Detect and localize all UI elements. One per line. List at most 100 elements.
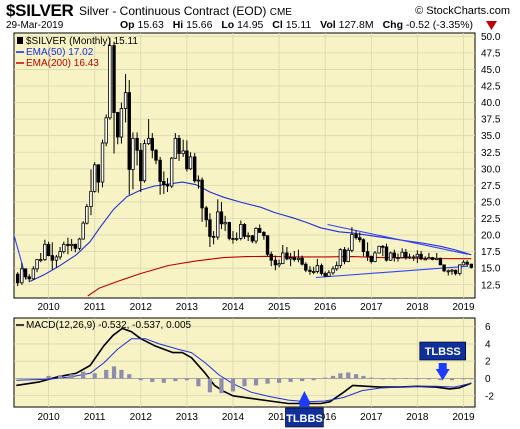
candle xyxy=(43,239,47,261)
macd-histogram-bar xyxy=(58,375,63,379)
macd-x-tick-label: 2014 xyxy=(222,412,245,423)
candle xyxy=(31,266,36,281)
candle xyxy=(85,203,89,225)
candle-body xyxy=(23,268,28,278)
macd-histogram-bar xyxy=(46,375,51,379)
candle xyxy=(150,133,154,159)
macd-histogram-bar xyxy=(415,378,420,380)
candle xyxy=(277,259,281,268)
chart-header: $SILVER Silver - Continuous Contract (EO… xyxy=(0,0,520,34)
up-arrow-icon xyxy=(298,391,311,403)
down-triangle-icon xyxy=(486,21,497,30)
macd-histogram-bar xyxy=(173,378,178,382)
candle xyxy=(396,253,400,262)
candle xyxy=(127,80,131,195)
candle xyxy=(442,264,446,273)
candle-body xyxy=(150,137,154,151)
macd-panel xyxy=(13,317,476,408)
price-y-tick-label: 47.5 xyxy=(481,48,501,59)
candle-body xyxy=(407,256,412,259)
macd-histogram-bar xyxy=(196,378,201,387)
candle-body xyxy=(204,207,208,221)
candle-body xyxy=(73,243,78,249)
macd-legend-entry: MACD(12,26,9) -0.532, -0.537, 0.005 xyxy=(26,320,192,331)
candle-body xyxy=(450,269,454,272)
price-y-tick-label: 35.0 xyxy=(481,131,501,142)
candle xyxy=(288,252,293,267)
candle xyxy=(273,255,278,271)
candle xyxy=(216,199,220,240)
candle xyxy=(381,245,385,257)
candle xyxy=(453,269,458,276)
candle-body xyxy=(31,268,36,280)
description-text: Silver - Continuous Contract (EOD) xyxy=(79,4,267,18)
low-label: Lo xyxy=(221,19,235,31)
macd-histogram-bar xyxy=(361,375,366,379)
candle xyxy=(223,215,227,232)
price-y-tick-label: 27.5 xyxy=(481,181,501,192)
candle xyxy=(419,250,423,261)
candle-body xyxy=(442,264,446,272)
candle-body xyxy=(446,270,450,273)
price-y-tick-label: 42.5 xyxy=(481,82,501,93)
candle-body xyxy=(331,268,335,274)
candle xyxy=(334,261,339,271)
candle xyxy=(450,268,454,275)
candle xyxy=(39,252,43,263)
candle-body xyxy=(458,264,462,274)
candle-body xyxy=(162,180,166,186)
candle-body xyxy=(453,269,458,274)
candle-body xyxy=(308,269,312,272)
candle xyxy=(435,252,439,261)
candle-body xyxy=(54,256,59,261)
price-y-tick-label: 22.5 xyxy=(481,214,501,225)
price-y-tick-label: 17.5 xyxy=(481,247,501,258)
macd-histogram-bar xyxy=(311,378,316,381)
candle-body xyxy=(258,228,262,233)
candle xyxy=(392,249,397,262)
candle-body xyxy=(311,271,316,273)
candle-body xyxy=(400,251,404,258)
candle xyxy=(369,255,373,264)
candle xyxy=(116,111,120,145)
macd-histogram-bar xyxy=(353,374,359,379)
candle-body xyxy=(46,243,51,256)
macd-histogram-bar xyxy=(323,377,328,379)
candle xyxy=(89,169,93,216)
macd-histogram-bar xyxy=(111,366,117,379)
candle xyxy=(400,248,404,259)
candle-body xyxy=(377,245,381,254)
candle-body xyxy=(288,257,293,260)
price-y-tick-label: 20.0 xyxy=(481,231,501,242)
candle xyxy=(296,249,301,263)
macd-histogram-bar xyxy=(92,373,97,379)
candle xyxy=(323,271,327,277)
candle xyxy=(185,140,189,172)
ticker-symbol: $SILVER xyxy=(6,1,74,20)
candle-body xyxy=(96,164,101,183)
candle xyxy=(365,242,370,261)
macd-histogram-bar xyxy=(119,369,124,379)
candle xyxy=(377,245,381,254)
candle xyxy=(73,243,78,253)
candle-body xyxy=(411,256,416,259)
candle-body xyxy=(223,222,227,225)
macd-histogram-bar xyxy=(461,378,466,380)
change-value: -0.52 (-3.35%) xyxy=(405,19,474,31)
candle-body xyxy=(304,263,308,271)
candle-body xyxy=(392,252,397,258)
candle xyxy=(258,224,262,234)
candle xyxy=(162,171,166,194)
price-y-tick-label: 15.0 xyxy=(481,264,501,275)
candle xyxy=(311,266,316,275)
candle xyxy=(92,162,97,193)
candle-body xyxy=(208,219,212,237)
candle-body xyxy=(146,137,151,145)
macd-x-tick-label: 2016 xyxy=(314,412,337,423)
candle xyxy=(361,238,366,257)
candle xyxy=(100,139,105,188)
candle xyxy=(384,243,389,262)
candle xyxy=(188,152,193,171)
candle xyxy=(193,152,197,183)
candle xyxy=(404,248,408,260)
